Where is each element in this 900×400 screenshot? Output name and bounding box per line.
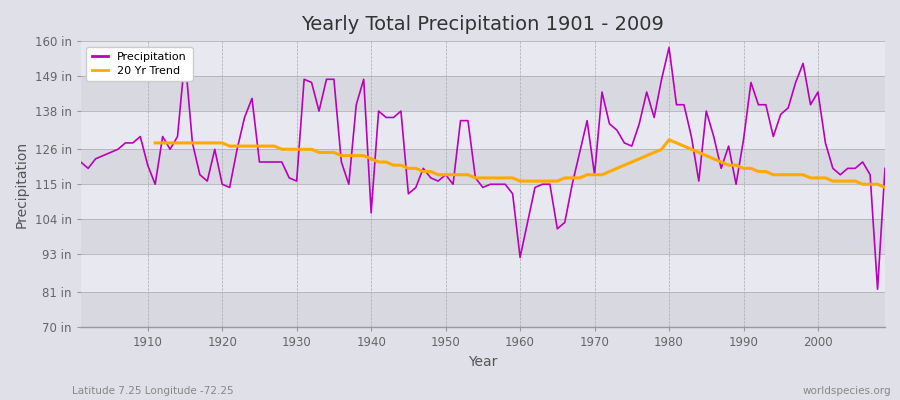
Title: Yearly Total Precipitation 1901 - 2009: Yearly Total Precipitation 1901 - 2009: [302, 15, 664, 34]
Bar: [81, 41, 885, 76]
X-axis label: Year: Year: [468, 355, 498, 369]
Bar: [81, 254, 885, 292]
Bar: [81, 76, 885, 111]
Bar: [81, 292, 885, 328]
Text: Latitude 7.25 Longitude -72.25: Latitude 7.25 Longitude -72.25: [72, 386, 234, 396]
Bar: [81, 149, 885, 184]
Bar: [81, 184, 885, 219]
Y-axis label: Precipitation: Precipitation: [15, 141, 29, 228]
Text: worldspecies.org: worldspecies.org: [803, 386, 891, 396]
Bar: [81, 111, 885, 149]
Legend: Precipitation, 20 Yr Trend: Precipitation, 20 Yr Trend: [86, 47, 193, 81]
Bar: [81, 219, 885, 254]
